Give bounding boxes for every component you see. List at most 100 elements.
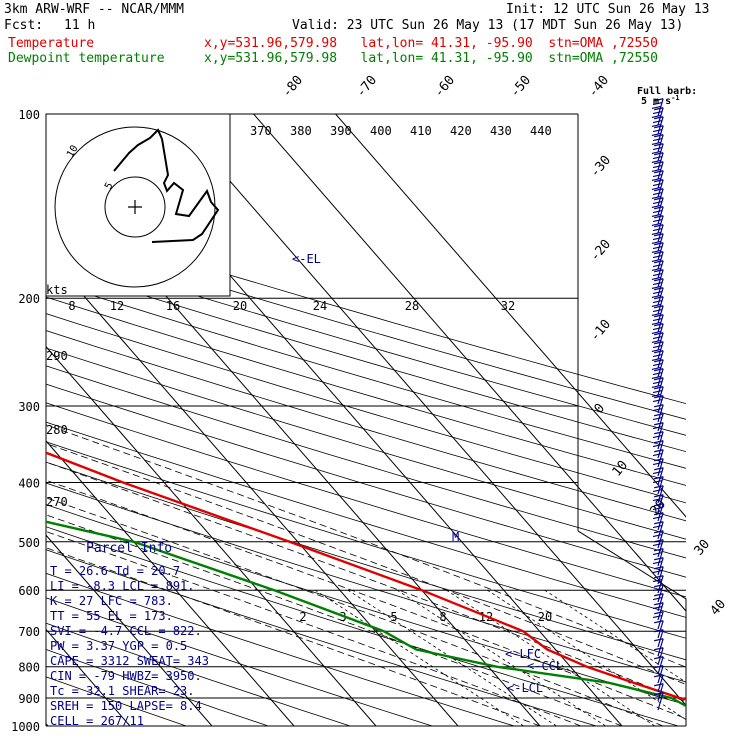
wind-barb-flag <box>651 384 661 389</box>
wind-barb-flag <box>652 219 663 223</box>
wind-barb-shaft <box>657 557 664 576</box>
isotherm-line <box>46 534 213 726</box>
isotherm-label: -70 <box>354 73 381 101</box>
wind-barb-shaft <box>657 350 664 369</box>
wind-barb-flag <box>652 471 663 475</box>
wind-barb-flag <box>652 390 663 394</box>
wind-barb-flag <box>652 381 663 385</box>
wind-barb-flag <box>652 183 663 187</box>
init-time: Init: 12 UTC Sun 26 May 13 <box>506 2 710 17</box>
wind-barb-shaft <box>657 278 664 297</box>
wind-barb-shaft <box>657 197 664 216</box>
wind-barb-flag <box>654 152 664 156</box>
wind-barb <box>651 233 664 252</box>
wind-barb-shaft <box>657 395 664 414</box>
wind-barb-shaft <box>657 647 664 666</box>
wind-barb-flag <box>651 321 661 326</box>
wind-barb-flag <box>654 539 664 543</box>
wind-barb-flag <box>654 197 664 201</box>
wind-barb-flag <box>651 204 661 209</box>
wind-barb-shaft <box>657 287 664 306</box>
isotherm-line <box>46 440 295 726</box>
wind-barb-flag <box>654 287 664 291</box>
wind-barb-flag <box>654 323 664 327</box>
el-marker: <-EL <box>292 252 321 266</box>
wind-barb-shaft <box>657 386 664 405</box>
isotherm-label: -50 <box>508 73 535 101</box>
wind-barb-flag <box>654 314 664 318</box>
wind-barb-flag <box>654 467 664 471</box>
wind-barb-shaft <box>657 134 664 153</box>
wind-barb-shaft <box>657 269 664 288</box>
wind-barb-flag <box>654 431 664 435</box>
wind-barb-flag <box>652 282 663 286</box>
hodograph-speed-label: 12 <box>110 299 124 313</box>
wind-barb <box>654 620 664 639</box>
wind-barb-flag <box>652 561 663 565</box>
wind-barb-shaft <box>657 665 664 684</box>
wind-barb-flag <box>652 489 663 493</box>
wind-barb-flag <box>652 588 663 592</box>
wind-barb-flag <box>654 656 664 660</box>
wind-barb-flag <box>652 462 663 466</box>
wind-barb <box>652 557 664 576</box>
wind-barb <box>652 611 664 630</box>
wind-barb-flag <box>652 336 663 340</box>
wind-barb <box>652 521 664 540</box>
wind-barb-flag <box>654 503 664 507</box>
parcel-row: CAPE = 3312 SWEAT= 343 <box>50 654 209 668</box>
parcel-row: CIN = -79 HWBZ= 3950. <box>50 669 202 683</box>
dry-adiabat <box>46 622 351 726</box>
wind-barb-flag <box>652 417 663 421</box>
wind-barb-flag <box>651 339 661 344</box>
wind-barb <box>651 125 664 144</box>
wind-barb <box>651 224 664 243</box>
wind-barb-flag <box>651 105 661 110</box>
wind-barb-flag <box>651 249 661 254</box>
wind-barb-shaft <box>657 440 664 459</box>
wind-barb-shaft <box>657 512 664 531</box>
wind-barb <box>652 404 664 423</box>
wind-barb-flag <box>654 125 664 129</box>
isotherm-line <box>171 114 686 707</box>
wind-barb-shaft <box>657 323 664 342</box>
dry-adiabat <box>46 248 686 436</box>
wind-barb-shaft <box>657 521 664 540</box>
wind-barb-flag <box>652 606 663 610</box>
wind-barb-flag <box>652 147 663 151</box>
lfc-marker: <-LFC <box>505 647 541 661</box>
dry-adiabat <box>46 597 433 726</box>
wind-barb-flag <box>654 332 664 336</box>
wind-barb <box>651 332 664 351</box>
wind-barb-flag <box>654 215 664 219</box>
wind-barb-flag <box>651 348 661 353</box>
wind-barb-shaft <box>657 242 664 261</box>
wind-barb-flag <box>651 159 661 164</box>
wind-barb-flag <box>652 264 663 268</box>
dewpoint-trace <box>46 520 686 708</box>
wind-barb-shaft <box>657 377 664 396</box>
wind-barb-flag <box>654 584 664 588</box>
isotherm-line <box>46 251 459 726</box>
wind-barb <box>651 278 664 297</box>
lcl-marker: <-LCL <box>507 681 543 695</box>
wind-barb-shaft <box>657 179 664 198</box>
wind-barbs <box>651 98 664 711</box>
wind-barb <box>652 413 664 432</box>
hodograph-box <box>45 113 231 297</box>
right-edge <box>577 530 687 726</box>
wind-barb-flag <box>654 593 664 597</box>
wind-barb-flag <box>652 228 663 232</box>
parcel-row: LI = -8.3 LCL = 891. <box>50 579 195 593</box>
wind-barb <box>651 368 664 387</box>
wind-barb-flag <box>652 534 663 538</box>
wind-barb-flag <box>654 404 664 408</box>
wind-barb <box>651 98 664 117</box>
dry-adiabat <box>46 218 686 405</box>
dry-adiabat <box>46 421 686 618</box>
hodograph-origin <box>128 200 142 214</box>
dry-adiabat <box>46 233 686 420</box>
wind-barb-flag <box>651 258 661 263</box>
wind-barb-shaft <box>657 575 664 594</box>
